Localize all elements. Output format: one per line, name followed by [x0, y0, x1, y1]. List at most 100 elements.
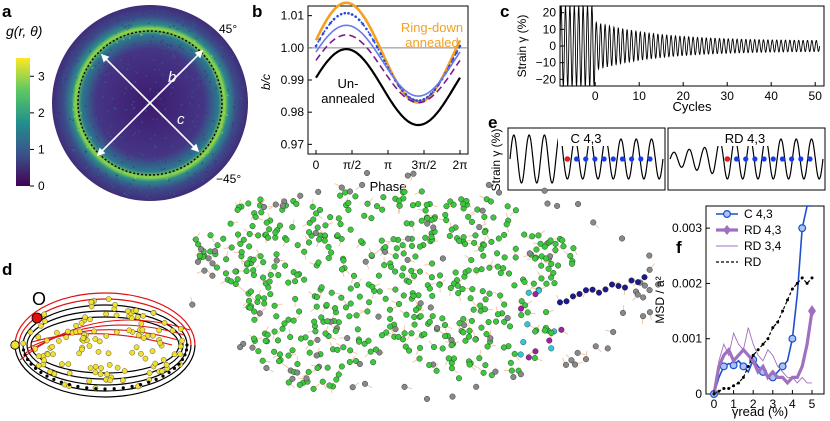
panel-letter-f: f: [676, 238, 682, 257]
network-node: [497, 269, 504, 276]
network-node: [255, 294, 262, 301]
heatmap-speckle: [130, 87, 133, 89]
heatmap-speckle: [127, 12, 129, 15]
heatmap-speckle: [149, 198, 152, 201]
heatmap-speckle: [125, 103, 128, 106]
cycle-node: [138, 320, 145, 327]
heatmap-speckle: [218, 104, 221, 107]
heatmap-speckle: [202, 155, 205, 157]
heatmap-speckle: [187, 64, 190, 67]
series-f: [709, 205, 816, 399]
heatmap-speckle: [175, 31, 178, 34]
heatmap-speckle: [139, 160, 141, 162]
plot-frame-e-right: [667, 127, 826, 191]
heatmap-speckle: [138, 130, 141, 132]
network-node: [575, 201, 582, 208]
heatmap-speckle: [125, 156, 128, 159]
e-red-marker: [724, 156, 731, 162]
network-node: [610, 329, 617, 336]
heatmap-speckle: [175, 65, 178, 67]
heatmap-speckle: [212, 61, 214, 63]
network-node: [332, 327, 339, 334]
network-node: [323, 301, 330, 308]
network-node: [337, 221, 344, 228]
cycle-path-node: [161, 374, 165, 378]
network-node: [548, 260, 555, 267]
network-node: [492, 368, 499, 375]
heatmap-speckle: [146, 184, 149, 186]
network-node: [426, 318, 433, 325]
network-node: [487, 198, 494, 205]
heatmap-speckle: [193, 172, 196, 175]
network-node: [257, 253, 264, 260]
heatmap-speckle: [101, 176, 103, 179]
heatmap-speckle: [125, 30, 128, 33]
f-ytick-label: 0.001: [672, 332, 702, 346]
network-node: [470, 306, 477, 313]
b-ytick-label: 0.99: [281, 73, 305, 87]
cycle-node: [87, 365, 94, 371]
network-node: [532, 348, 539, 355]
network-node: [312, 328, 319, 335]
heatmap-speckle: [110, 40, 113, 43]
network-node: [273, 251, 280, 258]
heatmap-speckle: [215, 158, 218, 160]
network-node: [247, 288, 254, 295]
heatmap-speckle: [149, 115, 151, 117]
network-node: [266, 226, 273, 233]
network-node: [628, 277, 635, 284]
heatmap-speckle: [89, 64, 92, 66]
network-node: [418, 217, 425, 224]
heatmap-speckle: [91, 37, 93, 40]
heatmap-speckle: [191, 90, 193, 93]
network-node: [522, 302, 529, 309]
heatmap-speckle: [132, 19, 135, 21]
network-node: [292, 295, 299, 302]
network-node: [417, 313, 424, 320]
cycle-node: [65, 361, 72, 367]
cycle-node: [66, 370, 73, 376]
heatmap-speckle: [170, 147, 173, 150]
heatmap-speckle: [73, 103, 75, 106]
heatmap-speckle: [206, 112, 209, 114]
cycle-path-node: [21, 348, 26, 352]
heatmap-speckle: [154, 146, 157, 149]
heatmap-speckle: [121, 136, 123, 138]
b-series-marker: [318, 38, 321, 41]
heatmap-speckle: [205, 144, 207, 147]
network-node: [321, 232, 328, 239]
heatmap-speckle: [135, 190, 138, 192]
heatmap-speckle: [232, 122, 235, 124]
network-node: [333, 376, 340, 383]
heatmap-speckle: [163, 114, 166, 117]
heatmap-speckle: [197, 83, 200, 86]
heatmap-speckle: [90, 89, 92, 91]
title-bg-left: [558, 130, 614, 146]
network-node: [279, 202, 286, 209]
heatmap-speckle: [165, 41, 167, 43]
network-node: [501, 231, 508, 238]
heatmap-speckle: [172, 89, 175, 92]
network-node: [356, 293, 363, 300]
b-series-marker: [375, 45, 379, 49]
network-node: [283, 236, 290, 243]
network-node: [530, 280, 537, 287]
heatmap-speckle: [95, 136, 98, 139]
heatmap-speckle: [196, 77, 199, 80]
cycle-node: [126, 327, 132, 334]
panel-b: b 0 π/2 π 3π/2 2π 1.01 1.00 0.99 0.98 0.97 b/c Ph…: [252, 1, 469, 194]
heatmap-speckle: [104, 81, 106, 83]
network-node: [246, 243, 253, 250]
heatmap-speckle: [213, 163, 216, 165]
heatmap-speckle: [206, 171, 209, 173]
network-node: [338, 184, 345, 191]
b-series-marker: [339, 12, 343, 16]
heatmap-speckle: [114, 107, 117, 110]
heatmap-speckle: [194, 127, 197, 129]
cycle-node: [82, 314, 88, 320]
network-node: [192, 236, 199, 243]
cycle-node: [179, 337, 185, 344]
network-node: [251, 308, 258, 315]
cycle-node: [149, 348, 156, 354]
